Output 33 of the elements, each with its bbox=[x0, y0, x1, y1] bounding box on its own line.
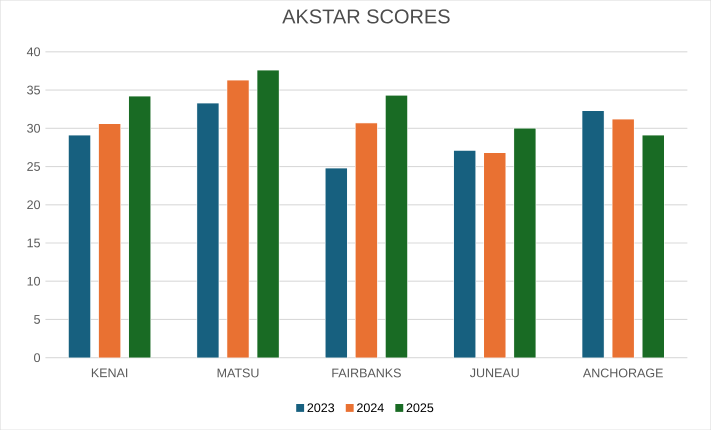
bar bbox=[483, 152, 506, 358]
y-tick-label: 15 bbox=[28, 238, 40, 248]
legend-label: 2024 bbox=[357, 403, 384, 412]
bar bbox=[514, 128, 536, 358]
bar bbox=[128, 96, 152, 358]
x-tick-label: FAIRBANKS bbox=[332, 368, 401, 378]
bar bbox=[642, 134, 665, 358]
y-tick-label: 20 bbox=[27, 200, 40, 210]
bar bbox=[98, 123, 121, 358]
y-tick-label: 5 bbox=[34, 315, 40, 324]
bar bbox=[196, 102, 220, 358]
bar bbox=[256, 70, 280, 358]
bar bbox=[324, 168, 348, 358]
y-tick-label: 35 bbox=[27, 85, 40, 94]
bar bbox=[612, 118, 634, 358]
bar bbox=[68, 134, 91, 358]
bar bbox=[453, 150, 476, 358]
x-tick-label: ANCHORAGE bbox=[582, 368, 663, 378]
y-tick-label: 40 bbox=[26, 47, 40, 56]
bar bbox=[582, 110, 604, 358]
chart-title: AKSTAR SCORES bbox=[282, 9, 450, 24]
y-tick-label: 0 bbox=[34, 353, 40, 362]
x-tick-label: MATSU bbox=[218, 368, 258, 378]
x-tick-label: KENAI bbox=[92, 368, 128, 378]
bar bbox=[385, 95, 408, 358]
y-tick-label: 25 bbox=[27, 162, 40, 171]
bar bbox=[355, 122, 378, 358]
legend-label: 2025 bbox=[406, 403, 434, 412]
bar bbox=[226, 80, 250, 358]
x-tick-label: JUNEAU bbox=[470, 368, 519, 378]
y-tick-label: 30 bbox=[27, 124, 40, 133]
legend-label: 2023 bbox=[308, 403, 334, 412]
y-tick-label: 10 bbox=[28, 276, 40, 286]
